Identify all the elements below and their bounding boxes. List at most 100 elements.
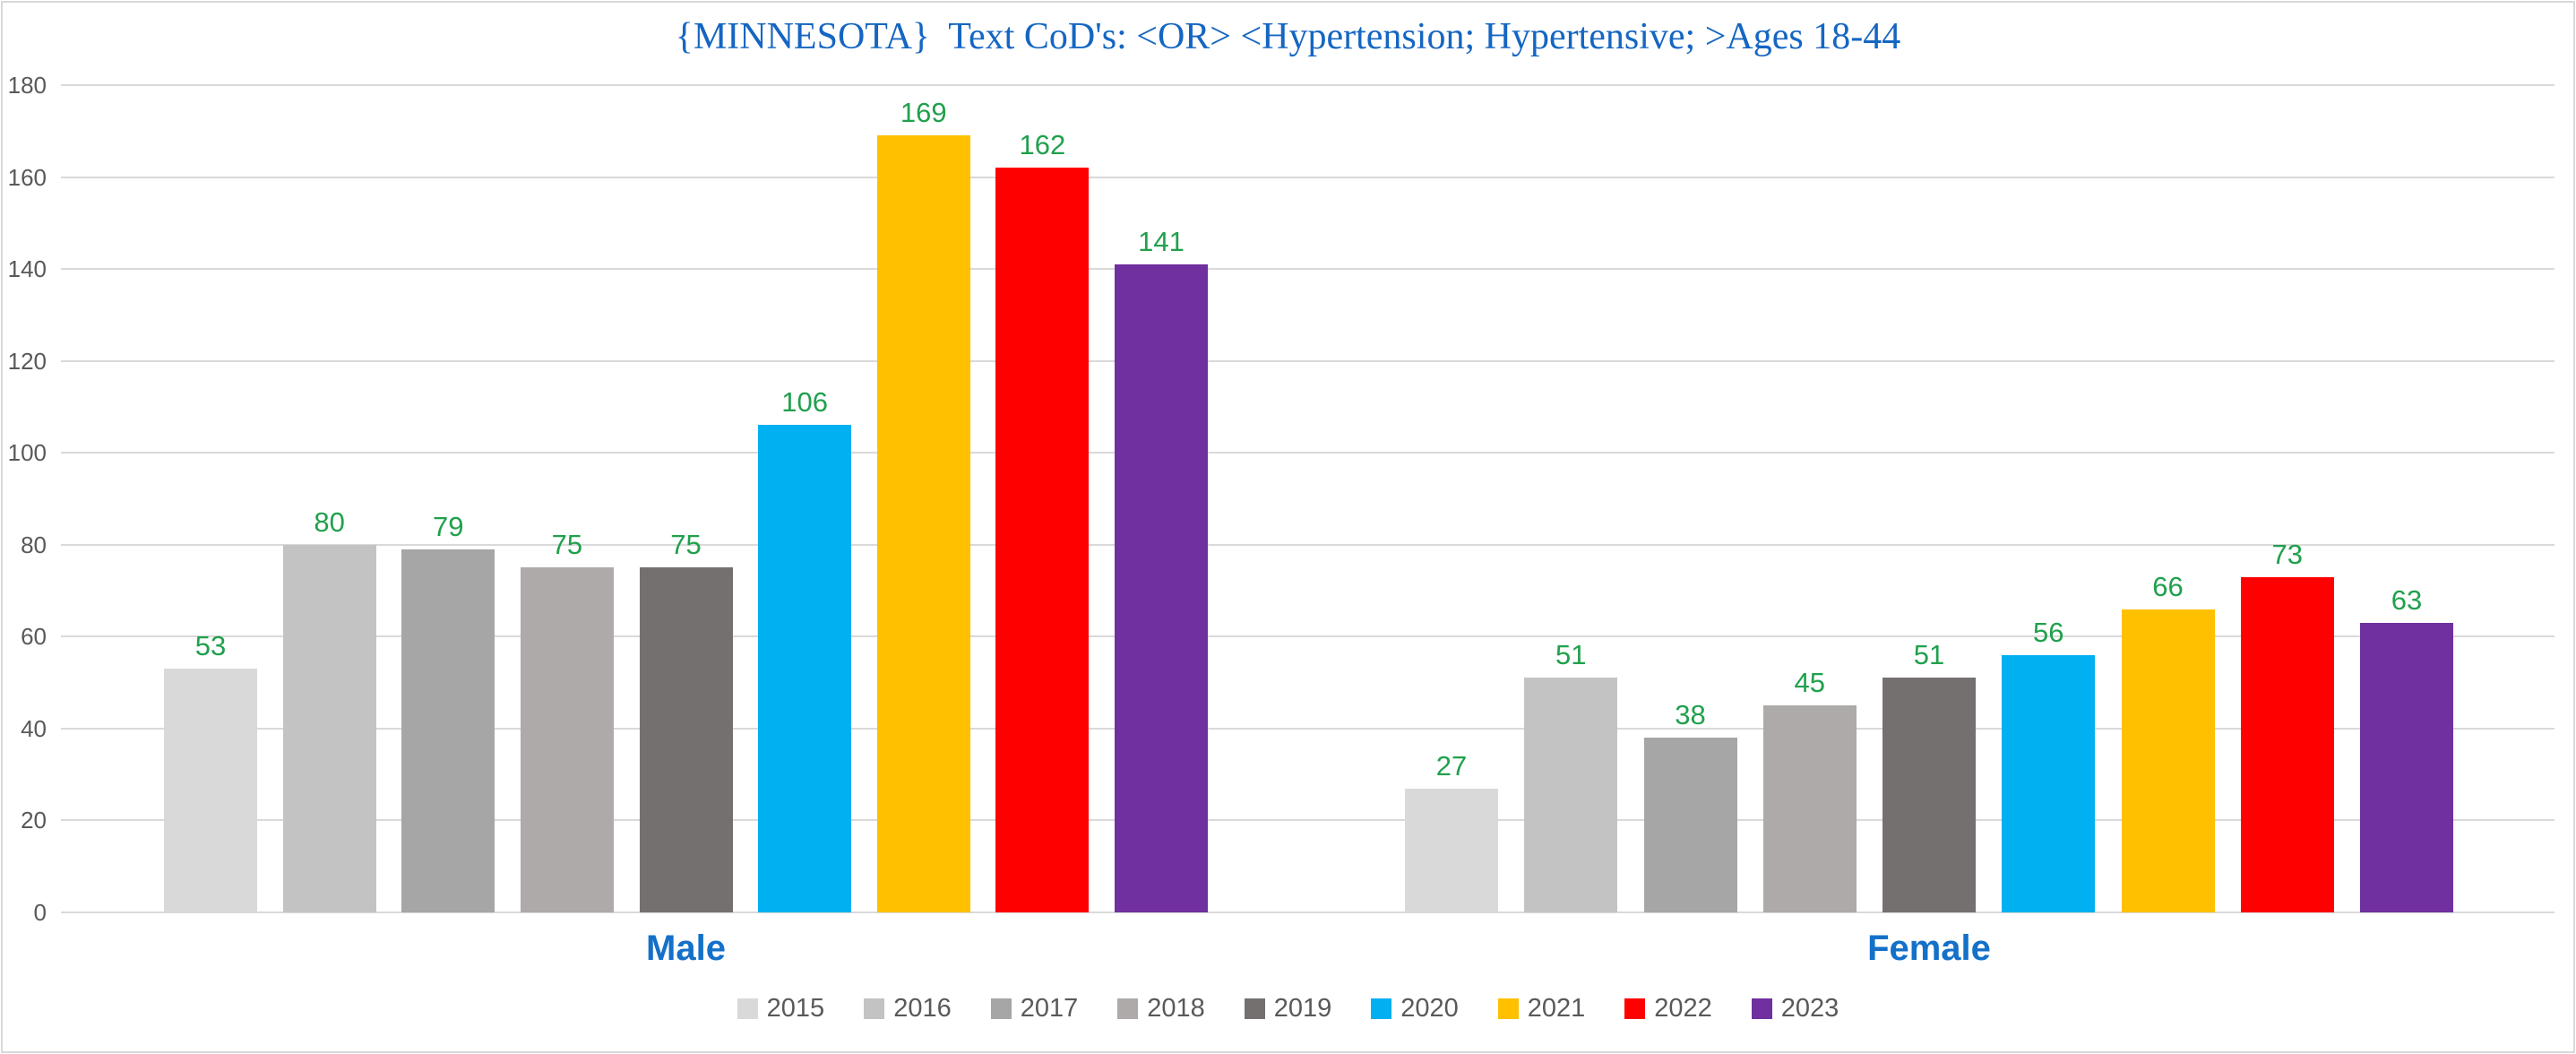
bar-2023-female[interactable]: [2360, 622, 2453, 912]
bar-slot-2019-female: 51: [1882, 85, 1976, 912]
bar-2019-female[interactable]: [1882, 678, 1976, 912]
category-label-female: Female: [1867, 929, 1991, 968]
bar-2022-male[interactable]: [995, 168, 1090, 912]
legend-label-2023: 2023: [1780, 994, 1839, 1023]
bar-2018-female[interactable]: [1762, 705, 1857, 912]
legend-swatch-2016: [864, 998, 885, 1019]
bar-2020-male[interactable]: [758, 425, 852, 912]
bar-group-male: 53 80 79 75 75 106 169 162 141: [164, 85, 1208, 912]
y-axis-tick-label-120: 120: [7, 347, 47, 375]
data-label-2020-male: 106: [781, 386, 828, 419]
data-label-2016-male: 80: [314, 505, 345, 538]
legend: 2015 2016 2017 2018 2019 2020 2021 2022 2023: [0, 995, 2576, 1022]
gridline-160: [61, 176, 2554, 178]
bar-slot-2018-female: 45: [1762, 85, 1857, 912]
gridline-180: [61, 84, 2554, 86]
y-axis-tick-label-160: 160: [7, 163, 47, 191]
y-axis-tick-label-100: 100: [7, 439, 47, 467]
legend-swatch-2023: [1751, 998, 1772, 1019]
gridline-140: [61, 268, 2554, 271]
bar-slot-2023-male: 141: [1115, 85, 1208, 912]
legend-item-2023[interactable]: 2023: [1751, 994, 1839, 1023]
legend-label-2018: 2018: [1147, 994, 1205, 1023]
legend-item-2020[interactable]: 2020: [1371, 995, 1459, 1022]
bar-slot-2015-female: 27: [1405, 85, 1498, 912]
data-label-2023-male: 141: [1138, 225, 1185, 257]
data-label-2020-female: 56: [2033, 616, 2064, 648]
gridline-0: [61, 911, 2554, 913]
category-label-male: Male: [646, 929, 726, 968]
bar-slot-2016-female: 51: [1524, 85, 1618, 912]
bar-slot-2016-male: 80: [282, 85, 376, 912]
bar-slot-2021-male: 169: [876, 85, 970, 912]
bar-slot-2020-female: 56: [2002, 85, 2096, 912]
bar-2022-female[interactable]: [2240, 576, 2334, 912]
legend-swatch-2018: [1117, 998, 1139, 1019]
bar-2015-male[interactable]: [164, 669, 257, 912]
data-label-2015-male: 53: [194, 630, 227, 662]
gridline-20: [61, 819, 2554, 822]
bar-slot-2018-male: 75: [520, 85, 614, 912]
data-label-2021-female: 66: [2152, 570, 2184, 602]
legend-label-2015: 2015: [766, 994, 825, 1023]
legend-swatch-2017: [990, 998, 1012, 1019]
y-axis-tick-label-60: 60: [21, 623, 47, 651]
bar-group-female: 27 51 38 45 51 56 66 73 63: [1405, 85, 2453, 912]
data-label-2017-male: 79: [433, 510, 464, 542]
legend-item-2015[interactable]: 2015: [737, 994, 825, 1023]
legend-swatch-2019: [1244, 998, 1265, 1019]
legend-label-2022: 2022: [1654, 994, 1712, 1023]
bar-2016-female[interactable]: [1524, 678, 1618, 912]
plot-area: 53 80 79 75 75 106 169 162 141 27 51 38 45 51 56 66 73 63: [61, 84, 2554, 913]
legend-item-2018[interactable]: 2018: [1117, 995, 1205, 1022]
chart-title: {MINNESOTA} Text CoD's: <OR> <Hypertensi…: [675, 16, 1901, 57]
data-label-2022-male: 162: [1019, 129, 1066, 161]
bar-2021-male[interactable]: [876, 135, 970, 912]
data-label-2022-female: 73: [2271, 538, 2303, 570]
y-axis-tick-label-20: 20: [21, 807, 47, 834]
bar-slot-2023-female: 63: [2360, 85, 2453, 912]
bar-slot-2017-female: 38: [1643, 85, 1737, 912]
bar-2015-female[interactable]: [1405, 788, 1498, 912]
bar-2019-male[interactable]: [639, 567, 733, 912]
gridline-60: [61, 635, 2554, 638]
data-label-2017-female: 38: [1675, 699, 1706, 731]
data-label-2019-female: 51: [1913, 639, 1945, 671]
data-label-2018-male: 75: [551, 529, 583, 561]
bar-slot-2019-male: 75: [639, 85, 733, 912]
gridline-40: [61, 727, 2554, 730]
bar-slot-2020-male: 106: [758, 85, 852, 912]
bar-2020-female[interactable]: [2002, 654, 2096, 912]
y-axis-tick-label-40: 40: [21, 714, 47, 742]
bar-2016-male[interactable]: [282, 544, 376, 912]
bar-slot-2022-female: 73: [2240, 85, 2334, 912]
legend-label-2019: 2019: [1273, 994, 1332, 1023]
y-axis-tick-label-0: 0: [33, 899, 47, 926]
bar-2021-female[interactable]: [2121, 609, 2215, 912]
bar-2023-male[interactable]: [1115, 264, 1208, 912]
y-axis-tick-label-140: 140: [7, 255, 47, 283]
data-label-2023-female: 63: [2391, 583, 2423, 616]
legend-swatch-2015: [737, 998, 758, 1019]
legend-swatch-2021: [1497, 998, 1519, 1019]
bar-slot-2015-male: 53: [164, 85, 257, 912]
legend-label-2021: 2021: [1527, 994, 1586, 1023]
data-label-2021-male: 169: [900, 97, 947, 129]
legend-item-2021[interactable]: 2021: [1497, 994, 1586, 1023]
legend-swatch-2020: [1371, 998, 1392, 1019]
legend-item-2019[interactable]: 2019: [1244, 994, 1332, 1023]
legend-item-2016[interactable]: 2016: [864, 995, 952, 1022]
legend-item-2022[interactable]: 2022: [1624, 995, 1712, 1022]
data-label-2018-female: 45: [1794, 667, 1825, 699]
bar-2017-male[interactable]: [401, 549, 495, 912]
data-label-2019-male: 75: [670, 529, 702, 561]
legend-item-2017[interactable]: 2017: [990, 994, 1079, 1023]
legend-label-2017: 2017: [1020, 994, 1079, 1023]
bar-2018-male[interactable]: [520, 567, 614, 912]
bar-2017-female[interactable]: [1643, 738, 1737, 912]
legend-label-2016: 2016: [893, 994, 952, 1023]
y-axis-tick-label-180: 180: [7, 72, 47, 99]
gridline-100: [61, 452, 2554, 454]
